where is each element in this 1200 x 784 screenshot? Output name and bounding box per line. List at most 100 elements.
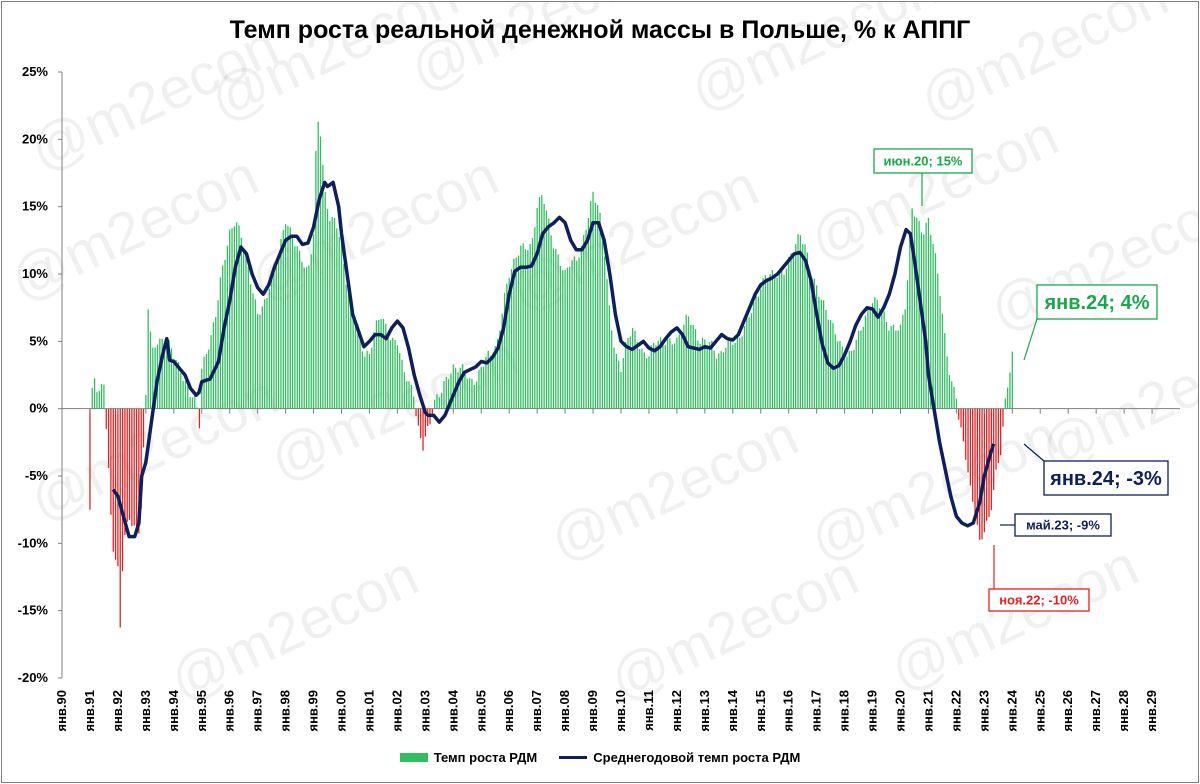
x-tick-label: янв.95 [194, 690, 209, 732]
bar [210, 335, 212, 409]
bar [678, 334, 680, 409]
bar [948, 375, 951, 409]
bar [506, 283, 508, 409]
bar [883, 311, 885, 409]
bar [305, 267, 308, 409]
bar [531, 238, 534, 409]
bar [1009, 372, 1011, 409]
bar [538, 197, 541, 409]
bar [967, 408, 969, 473]
annotation-leader [1023, 318, 1038, 361]
bar [333, 217, 336, 409]
bar [638, 349, 641, 409]
bar [513, 258, 515, 409]
bar [974, 408, 976, 516]
bar [434, 399, 436, 409]
x-tick-label: янв.91 [82, 690, 97, 732]
bar [629, 336, 631, 409]
bar [250, 284, 252, 409]
bar [685, 314, 687, 409]
bar [275, 265, 277, 409]
bar [436, 394, 438, 409]
bar [315, 151, 317, 409]
bar [650, 345, 652, 409]
bar [340, 243, 343, 409]
bar [247, 267, 249, 409]
bar [720, 351, 722, 409]
bar [399, 352, 401, 409]
bar [198, 408, 201, 429]
bar [112, 408, 114, 552]
x-tick-label: янв.28 [1116, 690, 1131, 732]
bar [764, 275, 767, 409]
bar [473, 384, 475, 409]
watermark-text: @m2econ [240, 143, 508, 314]
bar [979, 408, 981, 540]
bar [641, 348, 643, 409]
watermark-text: @m2econ [1030, 313, 1198, 484]
bar [284, 224, 287, 409]
bar [145, 395, 147, 409]
bar [548, 218, 550, 409]
bar [604, 256, 606, 409]
bar [666, 338, 669, 409]
x-tick-label: янв.97 [250, 690, 265, 732]
y-tick-label: 5% [29, 333, 48, 348]
bar [841, 346, 843, 409]
bar [583, 234, 585, 409]
bar [816, 285, 818, 409]
bar [170, 348, 173, 409]
x-tick-label: янв.04 [445, 689, 460, 731]
bar [254, 299, 256, 409]
bar [464, 370, 466, 409]
bar [727, 338, 729, 409]
bar [441, 392, 443, 409]
bar [347, 293, 350, 409]
bar [294, 246, 296, 409]
bar [152, 347, 154, 409]
bar [867, 309, 869, 409]
bar [599, 212, 601, 409]
bar [781, 270, 783, 409]
bar [427, 408, 429, 426]
watermark-text: @m2econ [600, 543, 868, 714]
bar [874, 297, 876, 409]
bar [168, 339, 170, 409]
bar [944, 332, 946, 409]
x-tick-label: янв.17 [809, 690, 824, 732]
bar [382, 318, 385, 409]
bar [194, 391, 196, 409]
bar [818, 296, 820, 409]
bar [524, 249, 527, 409]
bar [233, 226, 235, 409]
bar [492, 357, 494, 409]
bar [310, 254, 312, 409]
bar [543, 203, 545, 409]
bar [245, 255, 247, 409]
bar [736, 337, 739, 409]
bar [722, 352, 725, 409]
bar [226, 245, 229, 409]
bar [746, 317, 748, 409]
bar [597, 204, 599, 409]
bar [124, 408, 126, 536]
bar [448, 379, 450, 409]
x-tick-label: янв.90 [54, 690, 69, 732]
bar [482, 366, 485, 409]
bar [387, 335, 389, 409]
bar [422, 408, 424, 451]
y-tick-label: -5% [25, 468, 49, 483]
bar [885, 321, 888, 409]
bar [496, 339, 499, 409]
bar [343, 263, 345, 409]
bar [175, 360, 177, 409]
bar [799, 235, 801, 409]
annotation-box [988, 588, 1090, 612]
bar [680, 334, 683, 409]
bar [715, 358, 718, 409]
bar [93, 378, 96, 409]
bar [564, 270, 566, 409]
bar [862, 326, 864, 409]
bar [450, 373, 452, 409]
bar [878, 308, 881, 409]
